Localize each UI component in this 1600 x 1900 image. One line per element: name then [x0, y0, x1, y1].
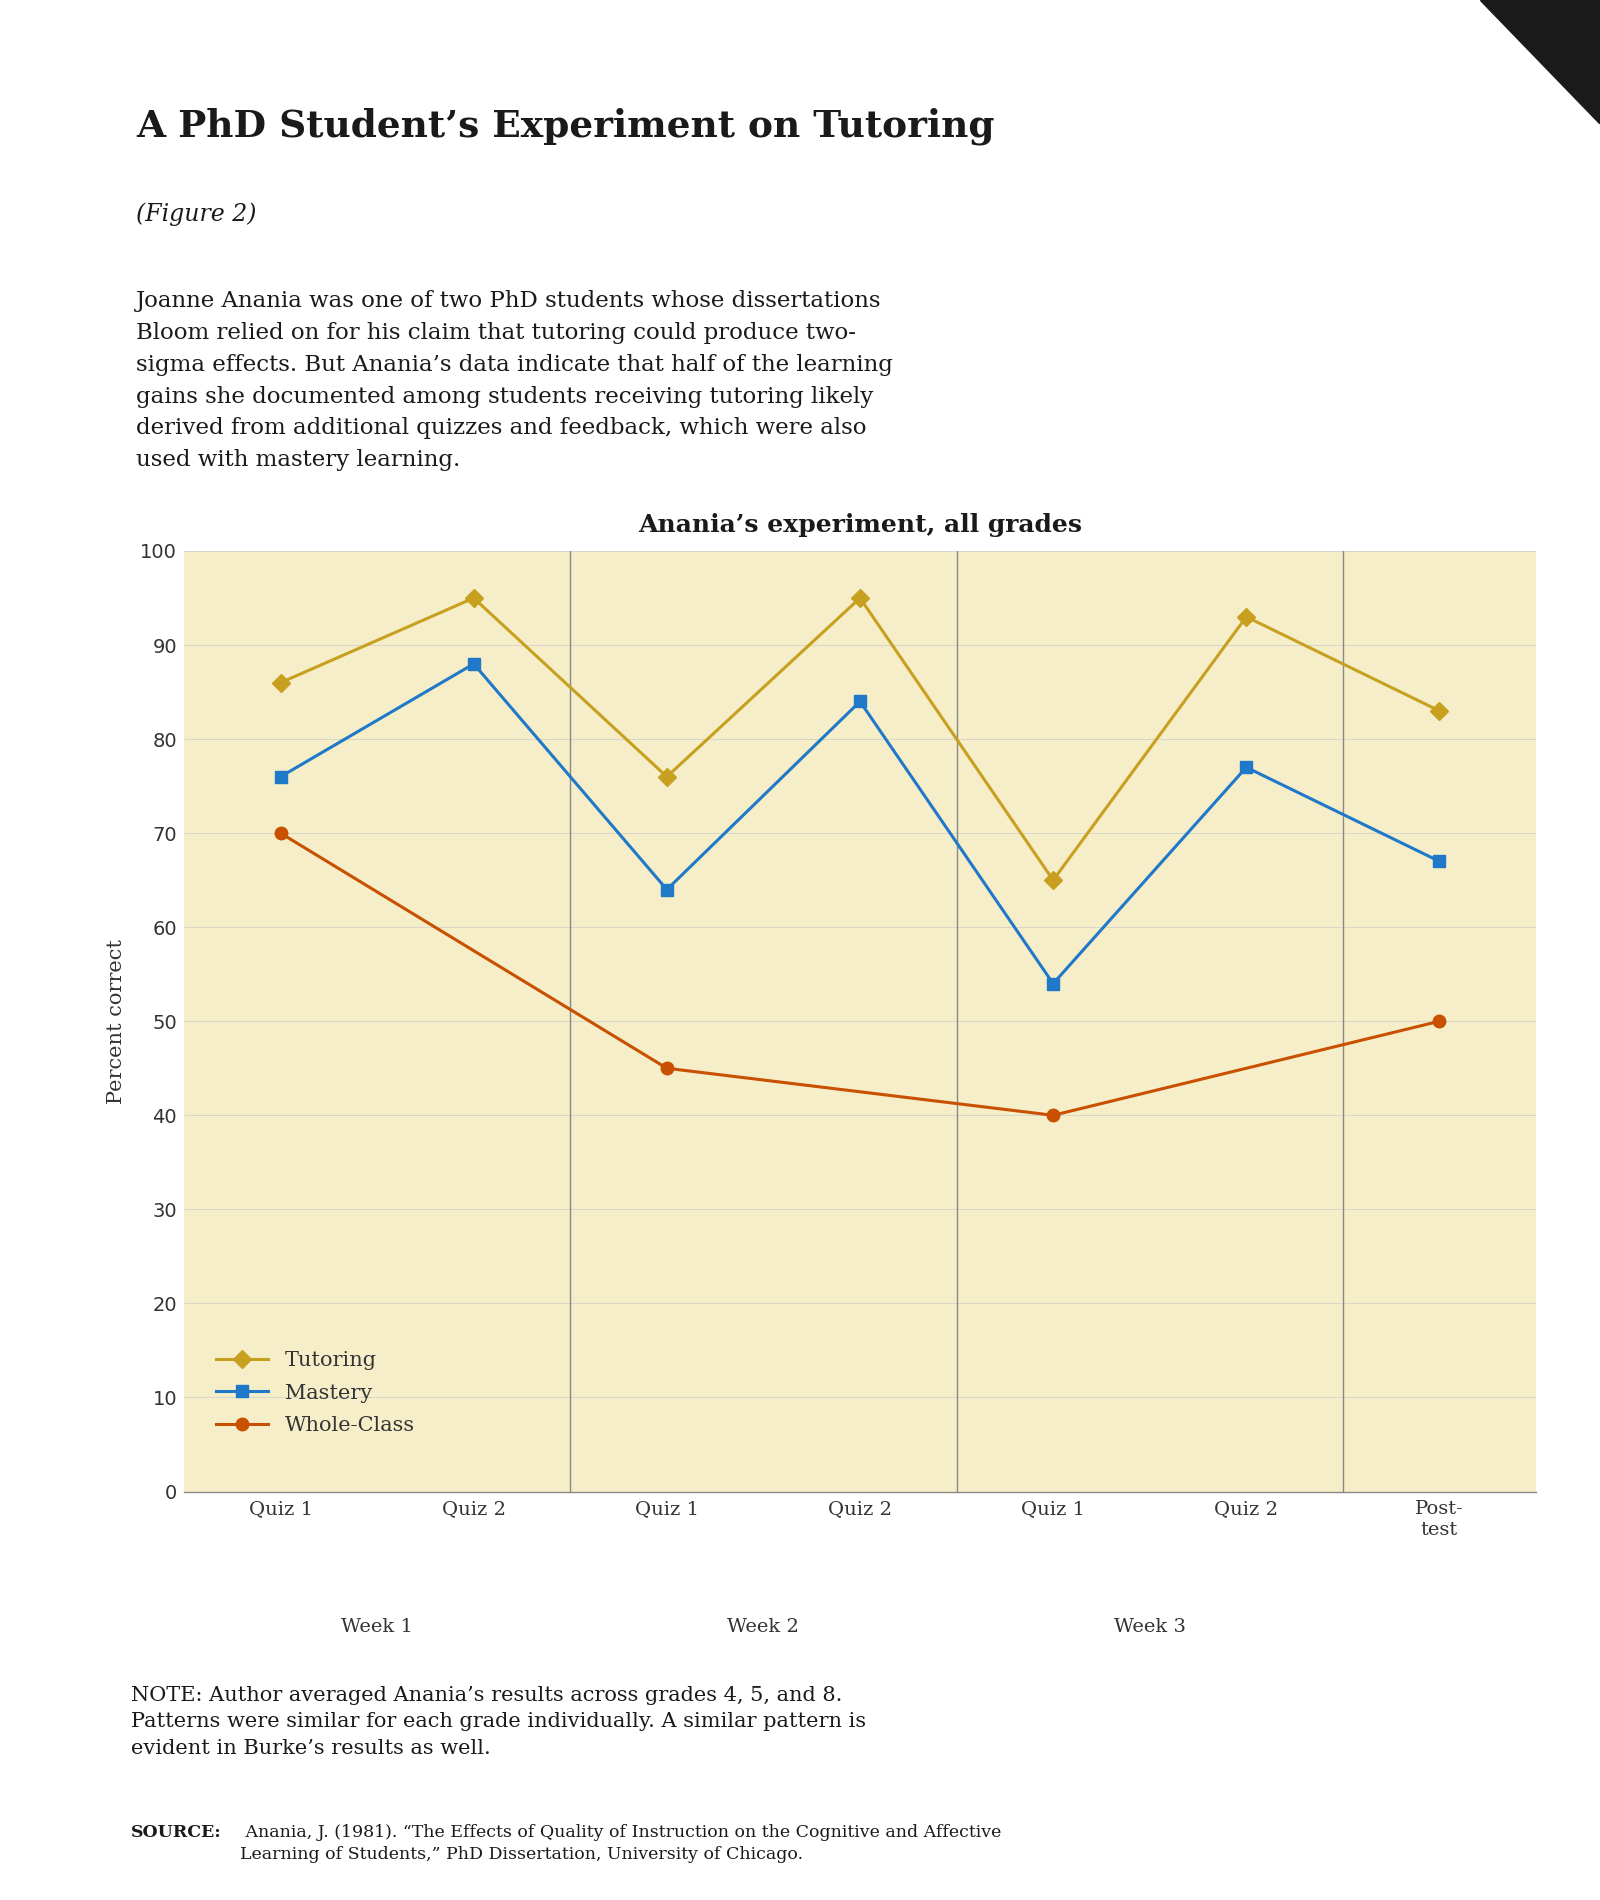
Text: Joanne Anania was one of two PhD students whose dissertations
Bloom relied on fo: Joanne Anania was one of two PhD student… [136, 291, 893, 471]
Text: Week 1: Week 1 [341, 1619, 413, 1636]
Y-axis label: Percent correct: Percent correct [107, 939, 126, 1104]
Text: Anania, J. (1981). “The Effects of Quality of Instruction on the Cognitive and A: Anania, J. (1981). “The Effects of Quali… [240, 1824, 1002, 1864]
Polygon shape [1480, 0, 1600, 124]
Text: Week 2: Week 2 [728, 1619, 800, 1636]
Legend: Tutoring, Mastery, Whole-Class: Tutoring, Mastery, Whole-Class [208, 1343, 424, 1444]
Title: Anania’s experiment, all grades: Anania’s experiment, all grades [638, 513, 1082, 536]
Text: SOURCE:: SOURCE: [131, 1824, 222, 1841]
Text: Week 3: Week 3 [1114, 1619, 1186, 1636]
Text: NOTE: Author averaged Anania’s results across grades 4, 5, and 8.
Patterns were : NOTE: Author averaged Anania’s results a… [131, 1685, 866, 1758]
Text: A PhD Student’s Experiment on Tutoring: A PhD Student’s Experiment on Tutoring [136, 108, 995, 146]
Text: (Figure 2): (Figure 2) [136, 201, 256, 226]
